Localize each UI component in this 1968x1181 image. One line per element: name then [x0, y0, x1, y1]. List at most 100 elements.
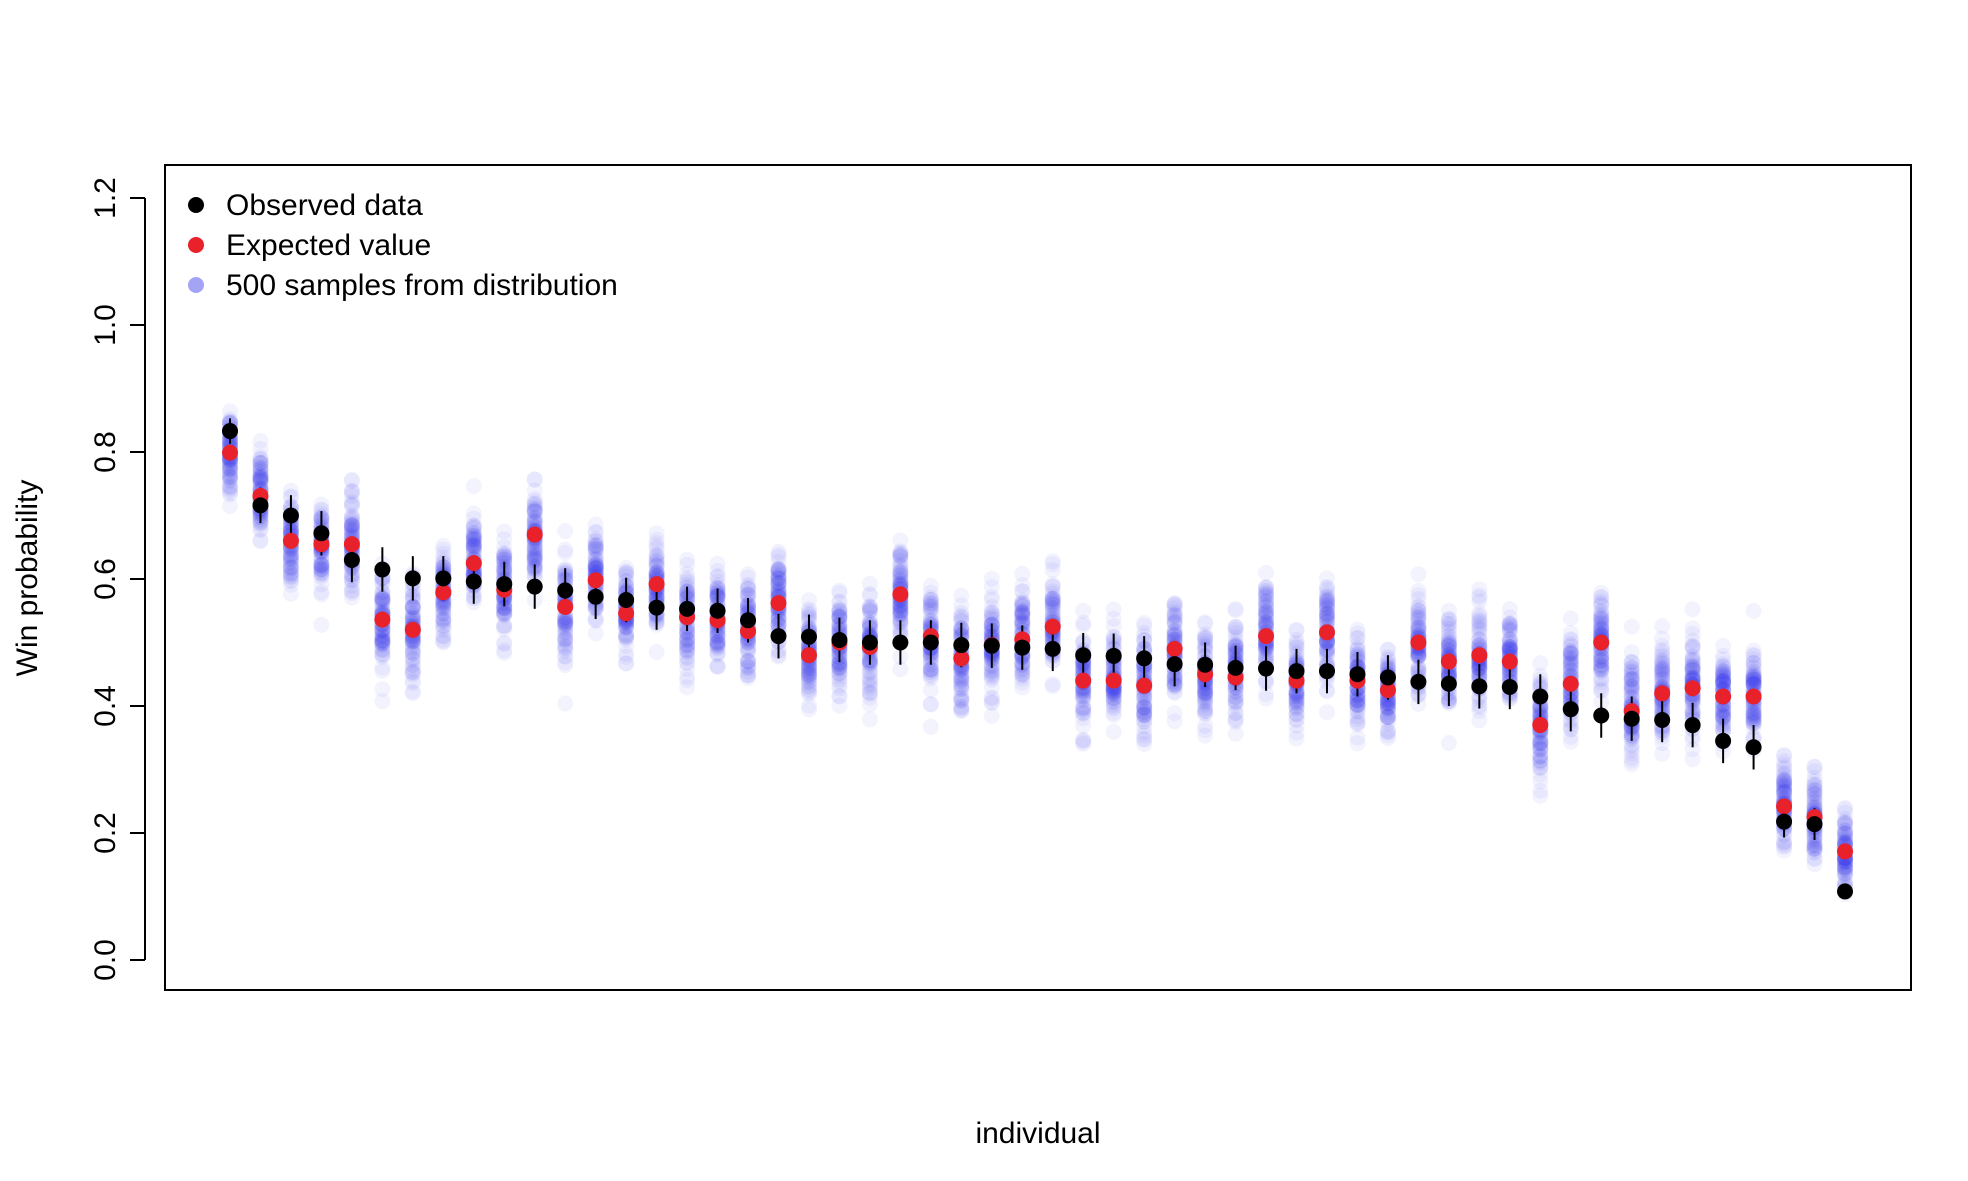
sample-point: [1379, 709, 1396, 726]
sample-point: [1745, 711, 1762, 728]
sample-point: [252, 462, 269, 478]
sample-point: [1105, 618, 1122, 635]
sample-point: [404, 641, 421, 658]
sample-point: [222, 472, 238, 489]
sample-point: [404, 633, 421, 649]
sample-point: [313, 551, 330, 568]
sample-point: [404, 637, 421, 654]
sample-point: [252, 469, 269, 486]
sample-point: [1288, 705, 1305, 722]
sample-point: [557, 621, 574, 638]
sample-point: [557, 612, 574, 629]
sample-point: [374, 589, 391, 606]
sample-point: [282, 568, 299, 585]
sample-point: [465, 478, 482, 495]
sample-point: [404, 657, 421, 674]
sample-point: [313, 557, 330, 574]
sample-point: [465, 538, 482, 555]
sample-point: [252, 460, 269, 477]
sample-point: [1684, 601, 1701, 618]
sample-point: [343, 582, 360, 599]
sample-point: [313, 576, 330, 593]
sample-point: [252, 516, 269, 533]
sample-point: [526, 499, 543, 516]
sample-point: [587, 556, 604, 573]
sample-point: [435, 537, 452, 554]
sample-point: [435, 619, 452, 636]
expected-point: [374, 611, 391, 628]
sample-point: [282, 550, 299, 567]
sample-point: [496, 617, 513, 634]
sample-point: [313, 562, 330, 578]
expected-point: [587, 572, 604, 589]
sample-point: [648, 531, 665, 548]
sample-point: [343, 585, 360, 602]
expected-point: [282, 532, 299, 549]
sample-point: [1105, 723, 1122, 740]
sample-point: [496, 599, 513, 616]
sample-point: [587, 552, 604, 569]
sample-point: [374, 592, 391, 609]
sample-point: [313, 559, 330, 576]
sample-point: [526, 552, 543, 568]
sample-point: [465, 524, 482, 541]
sample-point: [404, 685, 421, 702]
sample-point: [1837, 799, 1853, 816]
sample-point: [496, 546, 513, 562]
sample-point: [313, 556, 330, 573]
sample-point: [557, 627, 574, 644]
sample-point: [374, 632, 391, 649]
sample-point: [374, 628, 391, 644]
sample-point: [526, 503, 543, 520]
sample-point: [557, 615, 574, 632]
sample-point: [587, 559, 604, 576]
sample-point: [1136, 718, 1153, 735]
sample-point: [1258, 589, 1274, 606]
sample-point: [374, 624, 391, 641]
sample-point: [374, 634, 391, 651]
sample-point: [557, 615, 574, 632]
sample-point: [1471, 609, 1488, 626]
expected-point: [404, 621, 421, 638]
sample-point: [404, 610, 421, 627]
sample-point: [496, 599, 513, 616]
sample-point: [313, 556, 330, 573]
sample-point: [313, 565, 330, 582]
sample-point: [222, 458, 238, 475]
sample-point: [282, 555, 299, 572]
expected-point: [222, 444, 238, 461]
sample-point: [404, 643, 421, 660]
sample-point: [496, 645, 513, 661]
sample-point: [465, 538, 482, 554]
sample-point: [435, 600, 452, 616]
sample-point: [861, 711, 878, 728]
sample-point: [343, 517, 360, 534]
expected-point: [435, 584, 452, 601]
sample-point: [465, 540, 482, 557]
sample-point: [343, 520, 360, 536]
sample-point: [374, 632, 391, 649]
sample-point: [526, 502, 543, 519]
sample-point: [801, 674, 817, 691]
sample-point: [435, 610, 452, 627]
sample-point: [557, 640, 574, 657]
sample-point: [922, 718, 939, 735]
sample-point: [496, 552, 513, 569]
sample-point: [496, 603, 513, 620]
sample-point: [222, 460, 238, 477]
sample-point: [1410, 566, 1427, 583]
sample-point: [404, 674, 421, 691]
sample-point: [374, 590, 391, 607]
sample-point: [374, 585, 391, 602]
sample-point: [404, 663, 421, 680]
sample-point: [374, 648, 391, 665]
expected-point: [343, 536, 360, 553]
sample-point: [404, 649, 421, 666]
sample-point: [404, 672, 421, 689]
sample-point: [1654, 618, 1671, 635]
sample-point: [343, 508, 360, 525]
sample-point: [496, 599, 513, 616]
sample-point: [252, 472, 269, 489]
sample-point: [435, 613, 452, 630]
sample-point: [313, 557, 330, 574]
